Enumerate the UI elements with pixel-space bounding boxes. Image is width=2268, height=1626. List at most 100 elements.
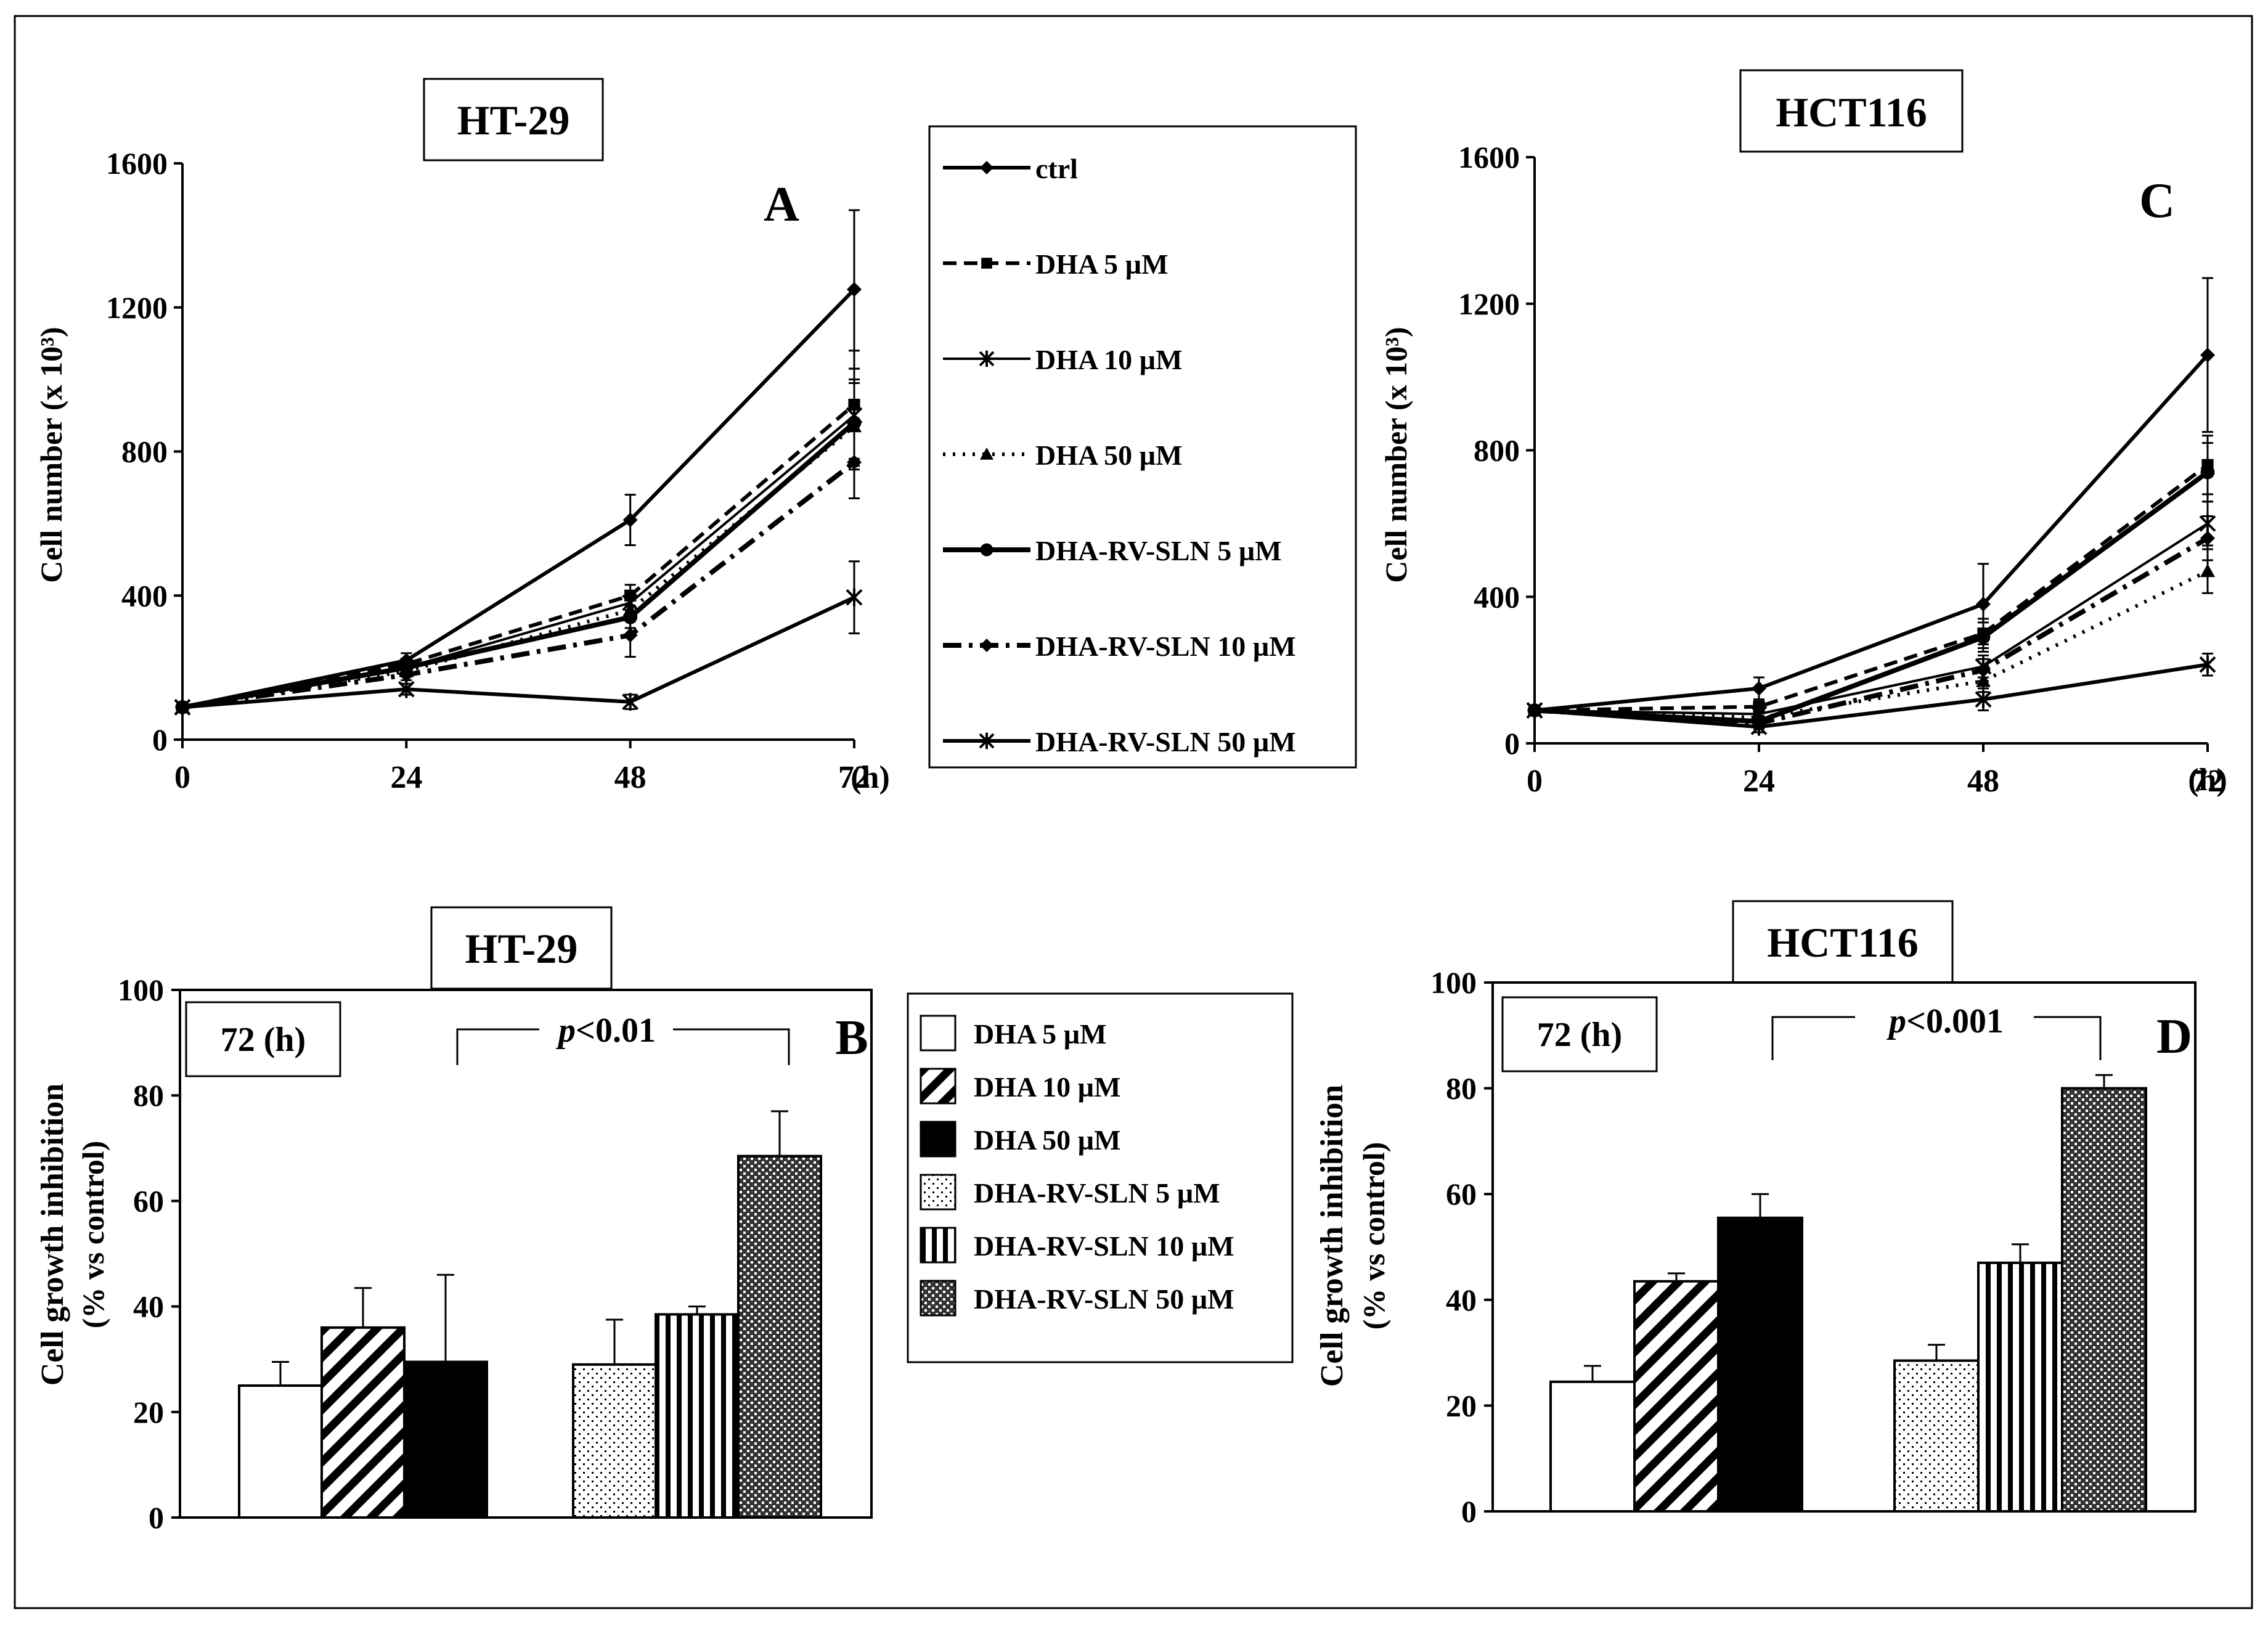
panel-a-y-tick-label: 1200 [106, 290, 168, 325]
legend-label: DHA 5 µM [1035, 248, 1169, 280]
panel-b-title-box [430, 906, 613, 990]
legend-label: DHA-RV-SLN 10 µM [974, 1230, 1234, 1262]
panel-b-bar-chart: HT-29 0 20 40 60 80 100 72 (h) p<0.01 B Cell … [35, 906, 873, 1535]
panel-c-data-point [1750, 717, 1768, 736]
panel-c-series-line [1534, 536, 2209, 726]
panel-c-y-tick-label: 400 [1474, 579, 1520, 614]
panel-c-xlabel: (h) [2188, 762, 2227, 798]
legend-label: DHA 10 µM [1035, 344, 1183, 375]
panel-b-time-label: 72 (h) [221, 1021, 306, 1059]
legend-marker [979, 732, 995, 750]
panel-c-series-line [1534, 463, 2209, 713]
panel-a-data-point [174, 698, 191, 716]
panel-b-p-value: p<0.01 [556, 1011, 656, 1050]
panel-c-data-point [2200, 531, 2215, 546]
panel-d-bar [1633, 1280, 1719, 1513]
panel-b-y-tick-label: 40 [133, 1289, 164, 1324]
panel-c-x-tick-label: 72 [2192, 764, 2224, 799]
panel-b-y-tick-label: 100 [118, 973, 164, 1007]
panel-c-series-line [1534, 663, 2208, 729]
panel-c-series-line [1534, 522, 2209, 716]
line-legend-frame [928, 125, 1357, 769]
panel-d-time-box [1501, 996, 1658, 1072]
panel-b-bar [655, 1313, 740, 1519]
panel-c-title: HCT116 [1776, 89, 1927, 136]
panel-b-time-box [185, 1001, 341, 1077]
panel-d-bar [2061, 1087, 2147, 1513]
panel-b-significance-bracket [456, 1028, 790, 1065]
panel-d-y-tick-label: 80 [1446, 1071, 1477, 1106]
panel-b-bar [403, 1360, 488, 1519]
panel-d-letter: D [2156, 1010, 2192, 1064]
legend-pattern-swatch [920, 1227, 957, 1264]
legend-label: DHA-RV-SLN 5 µM [1035, 535, 1282, 566]
panel-a-data-point [847, 282, 862, 297]
legend-marker [981, 258, 992, 269]
panel-a-series-line [182, 425, 855, 709]
panel-d-significance-bracket [1771, 1016, 2102, 1060]
panel-d-bar [1717, 1216, 1803, 1513]
panel-c-data-point [1526, 701, 1543, 719]
panel-a-series-line [182, 460, 856, 710]
panel-d-bar [1893, 1359, 1980, 1513]
panel-c-data-point [1752, 680, 1766, 696]
panel-d-y-tick-label: 100 [1430, 965, 1477, 1000]
panel-c-data-point [1976, 630, 1991, 645]
panel-d-title: HCT116 [1767, 919, 1919, 966]
panel-a-data-point [622, 627, 638, 643]
legend-marker [979, 350, 995, 367]
panel-c-title-box [1739, 69, 1964, 153]
panel-a-y-tick-label: 400 [121, 578, 168, 613]
panel-c-data-point [1976, 597, 1991, 612]
legend-pattern-swatch [920, 1015, 957, 1052]
panel-c-data-point [2200, 465, 2215, 480]
panel-b-plot-frame [179, 989, 873, 1519]
panel-c-y-tick-label: 1200 [1458, 287, 1520, 321]
legend-label: DHA-RV-SLN 5 µM [974, 1177, 1220, 1209]
legend-label: DHA 50 µM [1035, 439, 1183, 471]
panel-d-bar [1549, 1380, 1636, 1513]
panel-a-data-point [399, 667, 414, 682]
panel-a-series-line [182, 414, 855, 709]
panel-a-x-tick-label: 72 [838, 760, 870, 795]
panel-a-x-tick-label: 0 [174, 760, 190, 795]
panel-a-data-point [622, 512, 638, 528]
panel-a-y-tick-label: 800 [121, 435, 168, 469]
panel-c-x-tick-label: 48 [1967, 764, 1999, 799]
panel-c-y-tick-label: 1600 [1458, 140, 1520, 174]
line-chart-legend: ctrl DHA 5 µM DHA 10 µM DHA 50 µM DHA-RV-SLN… [928, 125, 1357, 769]
panel-c-x-tick-label: 24 [1743, 764, 1775, 799]
panel-a-series-line [182, 403, 855, 709]
panel-d-y-tick-label: 20 [1446, 1388, 1477, 1423]
panel-c-y-tick-label: 800 [1474, 433, 1520, 468]
panel-d-ylabel: Cell growth inhibition [1315, 1085, 1350, 1387]
legend-pattern-swatch [920, 1280, 957, 1317]
legend-label: DHA-RV-SLN 10 µM [1035, 631, 1296, 662]
panel-d-ylabel-unit: (% vs control) [1356, 1142, 1391, 1330]
panel-b-title: HT-29 [465, 925, 578, 972]
panel-b-bar [572, 1363, 657, 1519]
legend-marker [980, 543, 993, 557]
panel-a-data-point [846, 588, 863, 607]
bar-legend-frame [907, 992, 1294, 1363]
panel-c-data-point [2199, 655, 2216, 674]
legend-label: ctrl [1035, 153, 1078, 184]
legend-label: DHA 5 µM [974, 1018, 1107, 1050]
legend-marker [980, 639, 993, 652]
panel-b-y-tick-label: 0 [149, 1500, 164, 1535]
bar-chart-legend: DHA 5 µM DHA 10 µM DHA 50 µM DHA-RV-SLN 5 µ… [907, 992, 1294, 1363]
panel-d-y-tick-label: 60 [1446, 1177, 1477, 1211]
legend-marker [980, 447, 993, 460]
panel-a-x-tick-label: 48 [614, 760, 647, 795]
panel-a-ylabel: Cell number (x 10³) [34, 327, 68, 582]
panel-d-p-value: p<0.001 [1887, 1002, 2004, 1040]
panel-b-letter: B [835, 1011, 868, 1065]
panel-d-y-tick-label: 40 [1446, 1283, 1477, 1317]
panel-c-series-line [1534, 353, 2209, 713]
legend-pattern-swatch [920, 1174, 957, 1211]
panel-a-xlabel: (h) [851, 760, 890, 795]
legend-label: DHA 10 µM [974, 1071, 1121, 1103]
panel-b-bar [737, 1154, 822, 1519]
